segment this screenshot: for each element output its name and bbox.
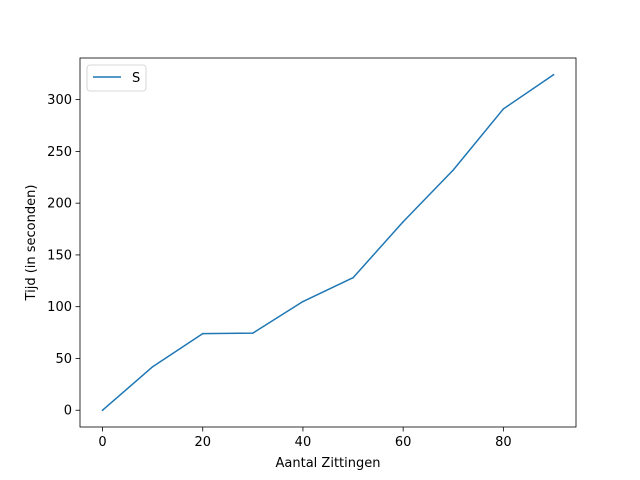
y-tick-label: 200 xyxy=(47,197,72,212)
series-layer xyxy=(101,73,555,412)
data-point xyxy=(402,220,404,223)
x-tick-label: 0 xyxy=(98,435,106,450)
y-tick-label: 300 xyxy=(47,93,72,108)
data-point xyxy=(101,409,104,412)
x-ticks: 0 20 40 60 80 xyxy=(98,427,512,450)
data-point xyxy=(452,169,455,171)
legend-label: S xyxy=(132,71,140,86)
x-tick-label: 40 xyxy=(295,435,312,450)
data-point xyxy=(352,276,354,279)
legend-box xyxy=(86,64,147,92)
plot-area xyxy=(80,58,576,427)
x-tick-label: 20 xyxy=(194,435,211,450)
y-tick-label: 100 xyxy=(47,300,72,315)
x-axis-label: Aantal Zittingen xyxy=(276,456,381,471)
plot-frame xyxy=(79,57,577,428)
data-point xyxy=(302,300,304,303)
y-tick-label: 150 xyxy=(47,248,72,263)
data-point xyxy=(552,73,555,76)
series-line-0 xyxy=(101,73,555,412)
y-tick-label: 250 xyxy=(47,145,72,160)
data-point xyxy=(502,108,505,110)
y-tick-label: 50 xyxy=(55,352,72,367)
y-ticks: 0 50 100 150 200 250 300 xyxy=(47,93,80,419)
legend: S xyxy=(86,64,147,92)
x-tick-label: 80 xyxy=(495,435,512,450)
data-point xyxy=(252,332,254,334)
y-axis-label: Tijd (in seconden) xyxy=(24,185,39,302)
data-point xyxy=(151,365,154,368)
y-tick-label: 0 xyxy=(64,404,72,419)
x-tick-label: 60 xyxy=(395,435,412,450)
data-point xyxy=(201,332,204,335)
